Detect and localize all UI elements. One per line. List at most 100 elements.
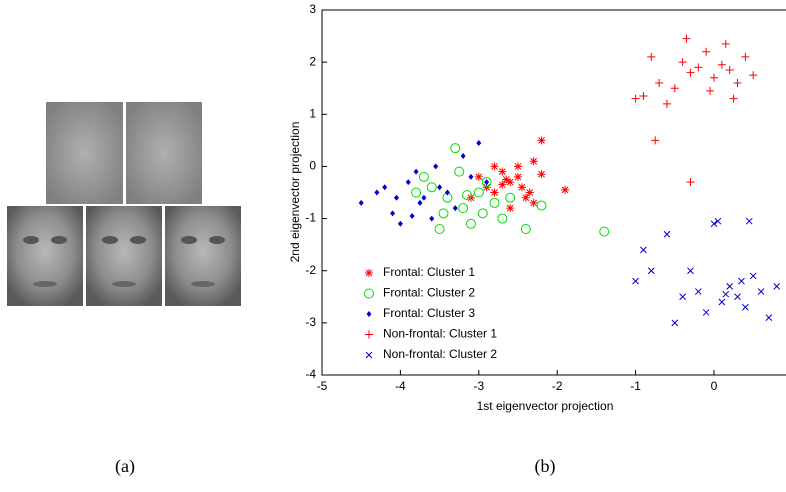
point [462,190,473,201]
point [714,217,722,225]
point [647,267,655,275]
point [498,180,507,189]
point [729,94,738,103]
point [710,220,718,228]
point [429,215,435,222]
point [426,182,437,193]
point [506,204,515,213]
point [433,163,439,170]
legend-marker [366,311,372,317]
point [702,309,710,316]
point [662,99,671,108]
face-images [7,102,241,306]
y-tick-label: -2 [305,263,316,277]
point [490,162,499,171]
face-image [126,102,202,204]
point [374,189,380,196]
point [444,189,450,196]
point [663,230,671,238]
point [468,173,474,180]
point [717,60,726,69]
point [738,277,745,285]
point [393,194,399,201]
point [490,188,499,197]
point [413,168,419,175]
point [437,184,443,191]
point [458,203,469,214]
legend-marker [365,330,373,339]
x-tick-label: -2 [552,379,563,393]
point [418,171,429,182]
point [631,94,640,103]
point [517,183,526,192]
point [671,319,679,327]
legend-label: Non-frontal: Cluster 1 [383,327,497,341]
point [749,272,757,280]
point [505,192,516,203]
x-tick-label: -5 [317,379,328,393]
point [640,246,647,254]
point [694,63,703,72]
point [390,210,396,217]
point [514,162,522,171]
point [686,68,695,77]
point [726,283,734,290]
point [409,212,415,219]
point [734,293,741,301]
x-tick-label: -1 [630,379,641,393]
plot-frame [321,9,786,376]
point [465,218,476,229]
legend-label: Frontal: Cluster 1 [383,265,475,279]
point [520,224,531,234]
point [725,65,734,74]
point [632,277,639,285]
point [473,187,484,198]
x-tick-label: -3 [473,379,484,393]
y-tick-label: 3 [309,2,316,16]
x-tick-label: 0 [711,379,718,393]
face-image [165,206,241,306]
point [718,298,726,306]
point [757,288,765,295]
legend-label: Non-frontal: Cluster 2 [383,347,497,361]
y-tick-label: -3 [305,315,316,329]
point [481,177,492,188]
point [358,199,364,206]
point [514,172,522,181]
point [529,198,538,207]
point [482,183,491,192]
point [460,153,466,159]
y-tick-label: 2 [309,54,316,68]
y-tick-label: -1 [305,211,316,225]
point [434,224,445,234]
point [521,193,530,202]
point [525,188,534,197]
point [651,136,660,145]
point [536,200,547,211]
point [506,178,515,187]
point [599,226,610,237]
point [477,208,488,219]
point [411,187,422,198]
point [678,58,687,67]
point [497,213,508,224]
point [745,217,753,225]
point [710,73,718,82]
point [405,179,411,186]
point [438,208,449,219]
x-tick-label: -4 [395,379,406,393]
point [474,172,483,181]
point [397,220,403,227]
point [702,47,711,56]
point [679,293,686,301]
point [561,185,570,194]
point [721,39,730,48]
point [733,79,742,87]
point [765,314,773,321]
y-tick-label: -4 [305,367,316,381]
point [489,197,500,208]
point [639,92,648,101]
caption: (a) [115,456,135,477]
point [694,288,702,295]
